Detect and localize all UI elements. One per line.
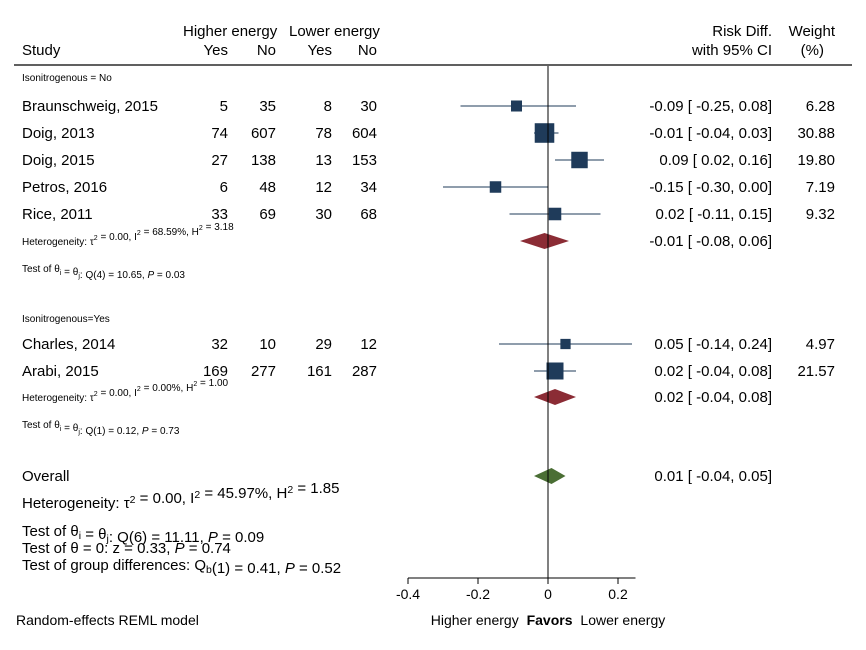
g2-no-value: 68	[360, 206, 377, 223]
g1-yes-value: 74	[211, 125, 228, 142]
weight-header-line2: (%)	[801, 42, 824, 59]
effect-ci-value: 0.02 [ -0.11, 0.15]	[656, 206, 772, 223]
overall-effect-ci: 0.01 [ -0.04, 0.05]	[654, 468, 772, 485]
study-name: Arabi, 2015	[22, 363, 99, 380]
overall-test-groups: Test of group differences: Qb(1) = 0.41,…	[22, 557, 341, 577]
g2-no-value: 12	[360, 336, 377, 353]
x-axis-label: Higher energy Favors Lower energy	[431, 612, 665, 628]
group2-header: Lower energy	[289, 23, 380, 40]
subgroup-label: Isonitrogenous = No	[22, 73, 112, 84]
weight-value: 7.19	[806, 179, 835, 196]
subgroup-heterogeneity: Heterogeneity: τ2 = 0.00, I2 = 0.00%, H2…	[22, 378, 229, 404]
g1-no-value: 10	[259, 336, 276, 353]
g2-no-header: No	[358, 42, 377, 59]
g2-no-value: 153	[352, 152, 377, 169]
group1-header: Higher energy	[183, 23, 278, 40]
g1-yes-value: 5	[220, 98, 228, 115]
subgroup-test: Test of θi = θj: Q(4) = 10.65, P = 0.03	[22, 264, 185, 281]
study-rows: Isonitrogenous = No Braunschweig, 2015 5 35…	[22, 73, 835, 577]
overall-test-zero: Test of θ = 0: z = 0.33, P = 0.74	[22, 540, 231, 557]
study-name: Doig, 2015	[22, 152, 95, 169]
g2-no-value: 34	[360, 179, 377, 196]
study-name: Petros, 2016	[22, 179, 107, 196]
g1-no-value: 35	[259, 98, 276, 115]
weight-header-line1: Weight	[789, 23, 836, 40]
g2-no-value: 604	[352, 125, 377, 142]
study-marker	[534, 123, 555, 143]
g2-no-value: 287	[352, 363, 377, 380]
weight-value: 21.57	[797, 363, 835, 380]
overall-test-homogeneity: Test of θi = θj: Q(6) = 11.11, P = 0.09	[22, 523, 264, 546]
g2-yes-header: Yes	[308, 42, 332, 59]
x-tick-label: 0	[544, 586, 552, 602]
effect-ci-value: 0.09 [ 0.02, 0.16]	[659, 152, 772, 169]
g1-yes-value: 33	[211, 206, 228, 223]
study-name: Rice, 2011	[22, 206, 93, 223]
overall-label: Overall	[22, 468, 70, 485]
effect-ci-value: -0.15 [ -0.30, 0.00]	[649, 179, 772, 196]
study-name: Charles, 2014	[22, 336, 115, 353]
g2-yes-value: 78	[315, 125, 332, 142]
g1-yes-value: 32	[211, 336, 228, 353]
study-name: Doig, 2013	[22, 125, 95, 142]
study-name: Braunschweig, 2015	[22, 98, 158, 115]
study-marker	[560, 338, 571, 350]
g1-no-value: 607	[251, 125, 276, 142]
g1-no-value: 48	[259, 179, 276, 196]
study-marker	[510, 100, 523, 112]
overall-heterogeneity: Heterogeneity: τ2 = 0.00, I2 = 45.97%, H…	[22, 480, 339, 512]
effect-header-line2: with 95% CI	[691, 42, 772, 59]
g2-no-value: 30	[360, 98, 377, 115]
effect-header-line1: Risk Diff.	[712, 23, 772, 40]
g1-yes-header: Yes	[204, 42, 228, 59]
subgroup-heterogeneity: Heterogeneity: τ2 = 0.00, I2 = 68.59%, H…	[22, 222, 234, 248]
effect-ci-value: 0.02 [ -0.04, 0.08]	[654, 363, 772, 380]
study-header: Study	[22, 42, 61, 59]
x-axis: -0.4 -0.2 0 0.2	[396, 66, 636, 602]
g1-yes-value: 6	[220, 179, 228, 196]
g2-yes-value: 12	[315, 179, 332, 196]
effect-ci-value: -0.09 [ -0.25, 0.08]	[649, 98, 772, 115]
g1-yes-value: 169	[203, 363, 228, 380]
g2-yes-value: 8	[324, 98, 332, 115]
effect-ci-value: 0.05 [ -0.14, 0.24]	[654, 336, 772, 353]
xlabel-left: Higher energy	[431, 612, 519, 628]
g1-no-value: 277	[251, 363, 276, 380]
study-marker	[489, 181, 502, 193]
weight-value: 30.88	[797, 125, 835, 142]
weight-value: 9.32	[806, 206, 835, 223]
g2-yes-value: 13	[315, 152, 332, 169]
effect-ci-value: -0.01 [ -0.04, 0.03]	[649, 125, 772, 142]
study-marker	[571, 151, 588, 169]
study-marker	[546, 362, 564, 380]
g1-no-value: 69	[259, 206, 276, 223]
model-footer: Random-effects REML model	[16, 612, 199, 628]
g1-no-header: No	[257, 42, 276, 59]
g2-yes-value: 161	[307, 363, 332, 380]
xlabel-mid: Favors	[527, 612, 573, 628]
table-header: Higher energy Lower energy Study Yes No …	[14, 23, 852, 66]
g2-yes-value: 29	[315, 336, 332, 353]
weight-value: 6.28	[806, 98, 835, 115]
subgroup-diamond	[520, 233, 569, 249]
subgroup-effect-ci: 0.02 [ -0.04, 0.08]	[654, 389, 772, 406]
weight-value: 4.97	[806, 336, 835, 353]
g1-yes-value: 27	[211, 152, 228, 169]
subgroup-diamond	[534, 389, 576, 405]
subgroup-test: Test of θi = θj: Q(1) = 0.12, P = 0.73	[22, 420, 180, 437]
overall-diamond	[534, 468, 566, 484]
x-tick-label: -0.4	[396, 586, 420, 602]
weight-value: 19.80	[797, 152, 835, 169]
x-tick-label: 0.2	[608, 586, 628, 602]
subgroup-effect-ci: -0.01 [ -0.08, 0.06]	[649, 233, 772, 250]
subgroup-label: Isonitrogenous=Yes	[22, 314, 110, 325]
xlabel-right: Lower energy	[580, 612, 665, 628]
study-marker	[548, 207, 562, 221]
g2-yes-value: 30	[315, 206, 332, 223]
g1-no-value: 138	[251, 152, 276, 169]
svg-text:Higher energy Favors: Higher energy Favors Lower energy	[431, 612, 665, 628]
x-tick-label: -0.2	[466, 586, 490, 602]
